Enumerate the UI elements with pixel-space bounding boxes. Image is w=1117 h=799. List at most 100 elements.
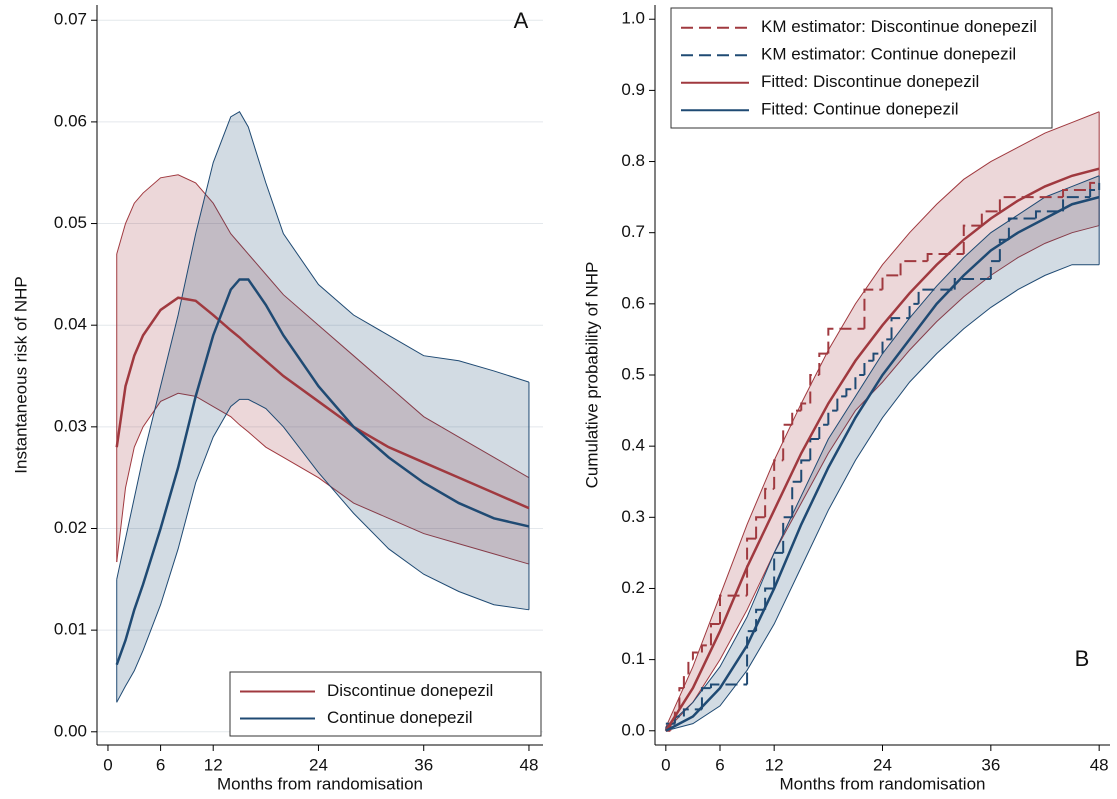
legend-label: Fitted: Continue donepezil <box>761 100 959 119</box>
y-tick-label: 0.9 <box>621 80 645 99</box>
band-edge <box>116 174 530 479</box>
band-edge <box>665 111 1100 728</box>
y-tick-label: 0.5 <box>621 364 645 383</box>
km-step <box>998 196 1064 212</box>
confidence-band <box>116 174 529 565</box>
km-step <box>881 274 901 290</box>
y-tick-label: 0.00 <box>54 721 87 740</box>
km-step <box>890 317 910 340</box>
km-step <box>1089 189 1100 198</box>
km-step <box>863 288 883 329</box>
band-edge <box>116 398 530 703</box>
y-tick-label: 0.01 <box>54 620 87 639</box>
band-edge <box>116 392 530 565</box>
x-tick-label: 48 <box>1090 755 1109 774</box>
y-tick-label: 0.7 <box>621 222 645 241</box>
y-tick-label: 0.1 <box>621 649 645 668</box>
legend-label: KM estimator: Discontinue donepezil <box>761 17 1037 36</box>
km-step <box>709 683 748 689</box>
km-step <box>899 260 928 276</box>
y-tick-label: 0.03 <box>54 416 87 435</box>
km-step <box>962 224 982 255</box>
y-tick-label: 0.04 <box>54 315 87 334</box>
km-step <box>863 359 874 375</box>
km-step <box>700 644 711 653</box>
km-step <box>764 487 775 518</box>
km-step <box>908 302 919 319</box>
km-step <box>791 480 802 518</box>
km-step <box>881 338 892 354</box>
km-step <box>917 288 955 304</box>
y-axis-title: Instantaneous risk of NHP <box>11 276 30 473</box>
y-tick-label: 0.06 <box>54 111 87 130</box>
km-step <box>678 687 684 710</box>
y-tick-label: 0.0 <box>621 720 645 739</box>
fitted-line <box>665 195 1100 732</box>
legend-label: Fitted: Discontinue donepezil <box>761 72 979 91</box>
band-edge <box>116 111 530 580</box>
km-step <box>1089 181 1100 190</box>
km-step <box>746 537 757 596</box>
km-step <box>854 374 865 390</box>
km-step <box>1034 210 1064 219</box>
km-step <box>818 423 829 440</box>
km-step <box>827 409 838 425</box>
x-tick-label: 24 <box>873 755 892 774</box>
panel-label: B <box>1075 646 1090 671</box>
km-step <box>709 623 720 646</box>
y-axis-title: Cumulative probability of NHP <box>582 262 601 489</box>
x-tick-label: 6 <box>156 755 165 774</box>
x-tick-label: 48 <box>520 755 539 774</box>
km-step <box>1062 196 1091 212</box>
km-step <box>682 708 702 717</box>
x-tick-label: 0 <box>103 755 112 774</box>
km-step <box>782 423 793 461</box>
x-tick-label: 6 <box>715 755 724 774</box>
km-step <box>872 352 883 361</box>
km-step <box>818 352 829 375</box>
km-step <box>989 260 1000 279</box>
legend-box <box>229 671 542 737</box>
legend-label: Discontinue donepezil <box>327 681 493 700</box>
y-tick-label: 0.07 <box>54 10 87 29</box>
y-tick-label: 0.6 <box>621 293 645 312</box>
panel: 0.00 0.01 0.02 0.03 0.04 0.05 0.06 0.07 0 6 12 24 36… <box>11 5 543 793</box>
legend-label: Continue donepezil <box>327 708 473 727</box>
km-step <box>791 409 802 425</box>
x-tick-label: 0 <box>661 755 670 774</box>
fitted-line <box>115 278 530 666</box>
y-tick-label: 0.8 <box>621 151 645 170</box>
km-step <box>980 210 1000 226</box>
band-edge <box>665 264 1100 732</box>
km-step <box>719 594 748 625</box>
legend: KM estimator: Discontinue donepezil KM es… <box>670 7 1053 129</box>
legend-box <box>670 7 1053 129</box>
km-step <box>682 672 689 689</box>
km-step <box>687 658 693 674</box>
km-step <box>1007 217 1036 240</box>
km-step <box>800 459 811 482</box>
y-tick-label: 0.05 <box>54 213 87 232</box>
confidence-band <box>665 111 1100 731</box>
y-tick-label: 0.4 <box>621 436 645 455</box>
y-tick-label: 0.3 <box>621 507 645 526</box>
km-step <box>773 459 784 489</box>
fitted-line <box>664 167 1100 732</box>
km-step <box>782 516 793 553</box>
band-edge <box>665 225 1100 732</box>
km-step <box>800 402 811 411</box>
km-step <box>827 327 865 354</box>
km-step <box>691 651 702 660</box>
km-step <box>1062 189 1091 198</box>
x-tick-label: 12 <box>765 755 784 774</box>
confidence-band <box>665 175 1100 731</box>
x-axis-title: Months from randomisation <box>217 774 423 793</box>
panel: 0.0 0.1 0.2 0.3 0.4 0.5 0.6 0.7 0.8 0.9 1.0 0 6 12 24 3… <box>582 5 1110 793</box>
fitted-line <box>115 296 530 510</box>
x-tick-label: 12 <box>204 755 223 774</box>
panel-label: A <box>514 8 529 33</box>
km-step <box>926 253 964 262</box>
km-step <box>773 551 784 589</box>
legend-label: KM estimator: Continue donepezil <box>761 45 1016 64</box>
legend: Discontinue donepezil Continue donepezil <box>229 671 542 737</box>
